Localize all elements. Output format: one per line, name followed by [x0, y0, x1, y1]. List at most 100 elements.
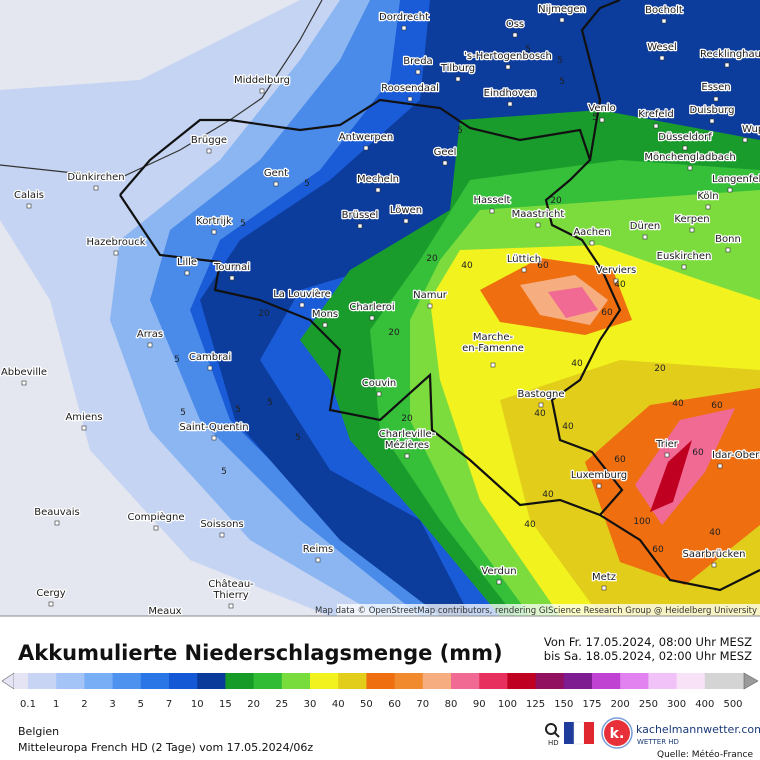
legend-label: 50 [360, 699, 373, 710]
legend-label: 20 [247, 699, 260, 710]
legend-label: 250 [639, 699, 658, 710]
city-label: Charleroi [349, 302, 394, 313]
contour-label: 5 [592, 113, 598, 123]
contour-label: 40 [614, 280, 626, 290]
legend-title: Akkumulierte Niederschlagsmenge (mm) [18, 641, 503, 665]
city-marker [26, 203, 32, 209]
legend-label: 80 [445, 699, 458, 710]
city-marker [559, 17, 565, 23]
city-label: Cambrai [189, 352, 231, 363]
city-label: Maastricht [512, 209, 565, 220]
city-label: Marche- [473, 332, 514, 343]
city-marker [507, 101, 513, 107]
city-label: Hasselt [474, 195, 511, 206]
city-label: Idar-Oberstein [712, 450, 760, 461]
legend-swatch [733, 673, 744, 689]
city-marker [163, 620, 167, 624]
city-marker [725, 247, 731, 253]
city-marker [596, 483, 602, 489]
brand-logo[interactable]: k. [601, 717, 633, 749]
contour-label: 20 [401, 414, 413, 424]
city-label: Wuppertal [742, 124, 760, 135]
legend-label: 40 [332, 699, 345, 710]
legend-swatch [535, 673, 565, 689]
city-label: Langenfeld [712, 174, 760, 185]
contour-label: 5 [235, 405, 241, 415]
city-label: Gent [264, 168, 288, 179]
city-marker [93, 185, 99, 191]
city-label: Abbeville [1, 367, 47, 378]
contour-label: 5 [267, 398, 273, 408]
city-label: Bonn [715, 234, 741, 245]
city-marker [21, 380, 27, 386]
contour-label: 40 [542, 490, 554, 500]
city-marker [442, 160, 448, 166]
city-label: Recklinghausen [700, 49, 760, 60]
contour-label: 5 [304, 179, 310, 189]
legend-label: 200 [611, 699, 630, 710]
legend-label: 500 [723, 699, 742, 710]
contour-label: 40 [461, 261, 473, 271]
city-marker [229, 275, 235, 281]
city-label: Antwerpen [339, 132, 393, 143]
legend-label: 5 [138, 699, 144, 710]
zoom-icon[interactable]: HD [545, 723, 560, 747]
city-label: Kortrijk [196, 216, 232, 227]
city-label: Saarbrücken [683, 549, 746, 560]
map: Dordrecht Oss Nijmegen Bocholt Wesel Reckling… [0, 0, 760, 624]
city-label: Bastogne [517, 389, 564, 400]
city-marker [601, 585, 607, 591]
city-label: Reims [303, 544, 333, 555]
city-marker [682, 145, 688, 151]
city-label: Wesel [647, 42, 677, 53]
city-marker [705, 204, 711, 210]
legend-swatch [14, 673, 28, 689]
legend-swatch [225, 673, 255, 689]
legend-swatch [507, 673, 537, 689]
attribution: Map data © OpenStreetMap contributors, r… [315, 606, 757, 616]
legend-swatch [84, 673, 114, 689]
city-label: Saint-Quentin [179, 422, 248, 433]
city-marker [535, 222, 541, 228]
contour-label: 40 [672, 399, 684, 409]
city-label: Brügge [191, 135, 227, 146]
legend-swatch [281, 673, 311, 689]
city-label: Düren [630, 221, 660, 232]
city-label: Hazebrouck [86, 237, 145, 248]
contour-label: 20 [426, 254, 438, 264]
contour-label: 40 [571, 359, 583, 369]
legend-swatch [112, 673, 142, 689]
contour-label: 5 [525, 45, 531, 55]
city-marker [407, 96, 413, 102]
contour-label: 5 [557, 56, 563, 66]
legend-label: 90 [473, 699, 486, 710]
contour-label: 60 [652, 545, 664, 555]
city-marker [273, 181, 279, 187]
contour-label: 40 [562, 422, 574, 432]
city-marker [490, 362, 496, 368]
city-label: Mecheln [357, 174, 399, 185]
city-label: Mönchengladbach [644, 152, 735, 163]
legend-label: 2 [81, 699, 87, 710]
model-run: Mitteleuropa French HD (2 Tage) vom 17.0… [18, 741, 313, 754]
brand-sub: WETTER HD [637, 738, 679, 746]
legend-swatch [394, 673, 424, 689]
city-label: Roosendaal [381, 83, 439, 94]
city-layer: Dordrecht Oss Nijmegen Bocholt Wesel Reckling… [0, 3, 760, 624]
city-marker [299, 302, 305, 308]
city-marker [661, 18, 667, 24]
city-label: Essen [701, 82, 730, 93]
city-label: Nijmegen [538, 4, 586, 15]
legend-swatch [366, 673, 396, 689]
city-label: Tournai [213, 262, 250, 273]
city-marker [589, 240, 595, 246]
contour-label: 5 [457, 126, 463, 136]
city-label: Aachen [573, 227, 610, 238]
city-marker [455, 76, 461, 82]
city-label: 's-Hertogenbosch [464, 51, 552, 62]
city-label: Middelburg [234, 75, 290, 86]
city-label: Breda [403, 56, 432, 67]
border-belgium [119, 98, 624, 517]
